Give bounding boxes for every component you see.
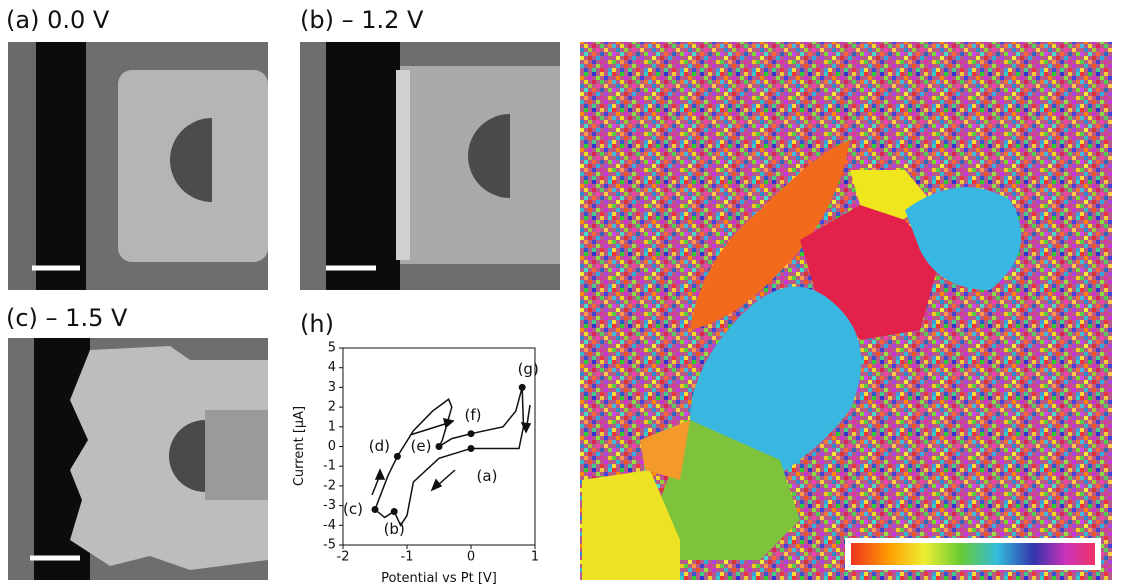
direction-arrows: [371, 404, 532, 496]
y-tick-label: 1: [328, 419, 336, 434]
x-tick-label: -2: [337, 550, 350, 565]
point-marker: [390, 508, 398, 516]
micrograph-a: [8, 42, 268, 290]
y-tick-label: 5: [328, 341, 336, 356]
x-axis-label: Potential vs Pt [V]: [381, 571, 497, 586]
point-label: (f): [465, 406, 482, 424]
x-tick-label: 1: [531, 550, 539, 565]
y-tick-label: 2: [328, 400, 336, 415]
point-label: (e): [411, 437, 432, 455]
point-marker: [435, 443, 443, 450]
point-marker: [518, 383, 526, 391]
x-tick-label: 0: [467, 550, 475, 565]
point-label: (b): [384, 520, 405, 538]
y-tick-label: -1: [323, 459, 336, 474]
y-tick-label: 3: [328, 380, 336, 395]
x-tick-label: -1: [401, 550, 414, 565]
y-tick-label: -3: [323, 498, 336, 513]
panel-label: (c) – 1.5 V: [6, 304, 128, 332]
point-label: (g): [518, 360, 539, 378]
panel-label: (h): [300, 310, 334, 338]
micrograph-b: [300, 42, 560, 290]
point-label: (c): [343, 500, 363, 518]
y-tick-label: -5: [323, 538, 336, 553]
point-marker: [393, 452, 401, 460]
micrograph-c: [8, 338, 268, 580]
point-label: (a): [477, 467, 498, 485]
y-tick-label: -4: [323, 518, 336, 533]
y-tick-label: -2: [323, 478, 336, 493]
panel-label: (a) 0.0 V: [6, 6, 110, 34]
panel-label: (b) – 1.2 V: [300, 6, 424, 34]
point-marker: [467, 444, 475, 452]
point-marker: [371, 506, 379, 514]
y-axis-label: Current [μA]: [292, 406, 307, 486]
y-tick-label: 4: [328, 360, 336, 375]
orientation-map: [580, 42, 1112, 580]
point-label: (d): [369, 437, 390, 455]
y-tick-label: 0: [328, 439, 336, 454]
point-marker: [467, 430, 475, 438]
